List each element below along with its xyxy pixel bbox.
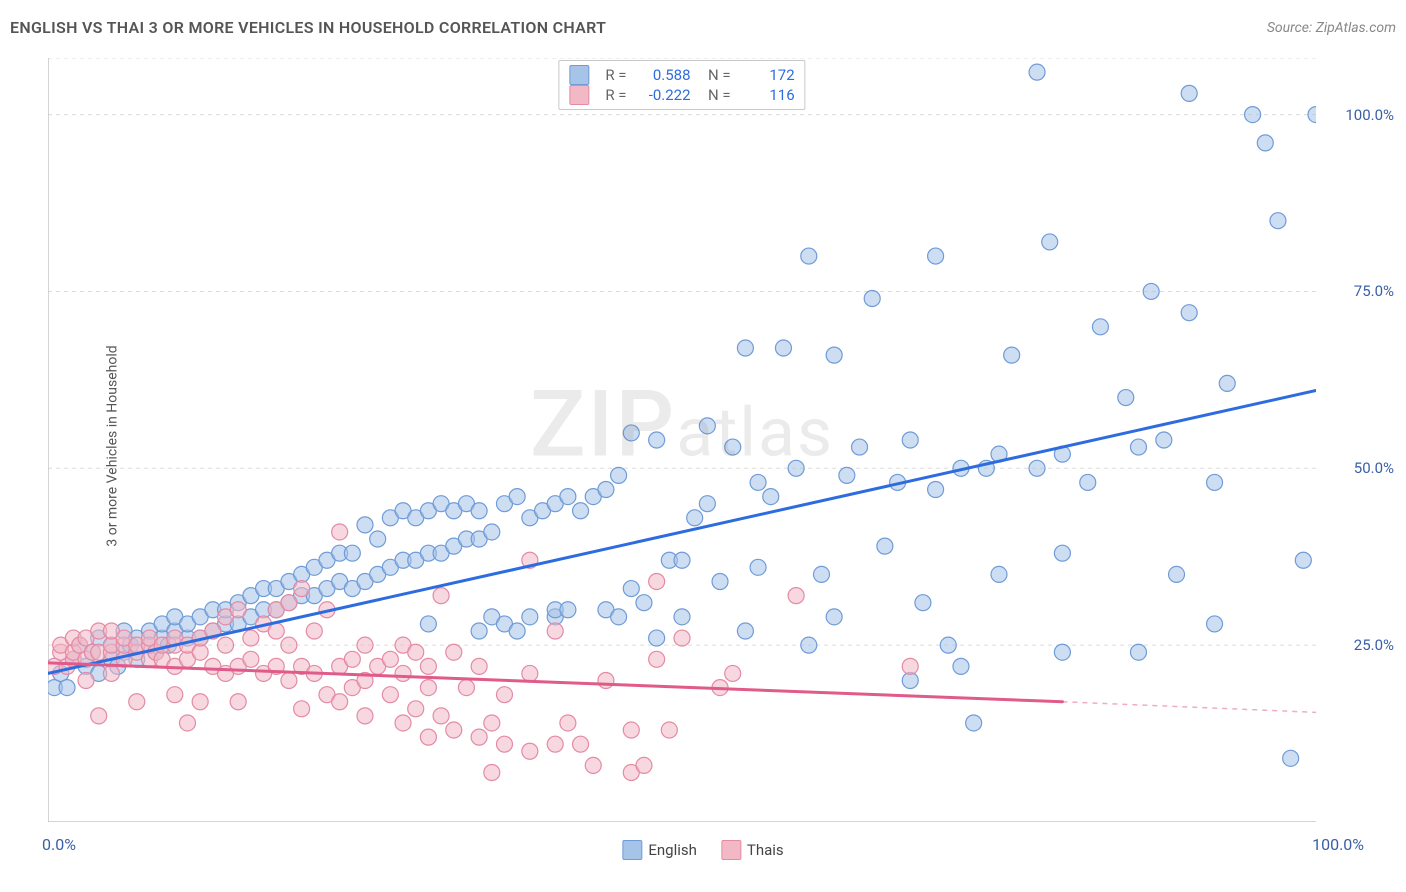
stats-row-english: R = 0.588 N = 172 [569,65,794,85]
legend-item-thais: Thais [721,840,784,860]
stat-r-english: 0.588 [637,66,691,84]
stat-n-label: N = [701,86,731,104]
stat-n-english: 172 [741,66,795,84]
legend-label-thais: Thais [747,841,784,859]
stat-r-thais: -0.222 [637,86,691,104]
y-tick-100: 100.0% [1345,106,1394,124]
swatch-thais-icon [569,85,589,105]
stats-legend: R = 0.588 N = 172 R = -0.222 N = 116 [558,60,805,110]
stats-row-thais: R = -0.222 N = 116 [569,85,794,105]
stat-n-label: N = [701,66,731,84]
legend-item-english: English [622,840,697,860]
chart-title: ENGLISH VS THAI 3 OR MORE VEHICLES IN HO… [10,18,606,37]
y-tick-50: 50.0% [1354,459,1394,477]
series-legend: English Thais [622,840,783,860]
scatter-plot [48,58,1316,822]
stat-n-thais: 116 [741,86,795,104]
chart-area: ZIPatlas R = 0.588 N = 172 R = -0.222 N … [48,58,1316,822]
legend-swatch-english-icon [622,840,642,860]
stat-r-label: R = [605,86,626,104]
swatch-english-icon [569,65,589,85]
source-attribution: Source: ZipAtlas.com [1267,20,1396,36]
legend-swatch-thais-icon [721,840,741,860]
stat-r-label: R = [605,66,626,84]
x-tick-0: 0.0% [42,835,76,854]
legend-label-english: English [648,841,697,859]
x-tick-100: 100.0% [1312,835,1364,854]
y-tick-25: 25.0% [1354,636,1394,654]
y-tick-75: 75.0% [1354,282,1394,300]
